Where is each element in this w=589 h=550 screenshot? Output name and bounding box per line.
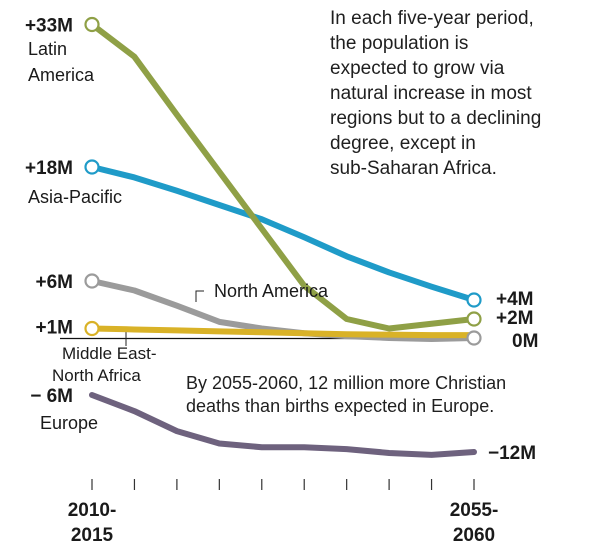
series-name-label: North America [214,281,329,301]
start-value-label: +6M [36,272,74,293]
series-line [89,164,477,303]
annotation-line: By 2055-2060, 12 million more Christian [186,373,507,393]
annotation-line: sub-Saharan Africa. [330,158,497,179]
x-tick-label: 2055- [450,500,499,521]
end-marker [466,311,482,327]
x-tick-label: 2010- [68,500,117,521]
annotation-line: expected to grow via [330,58,505,79]
end-value-label: +2M [496,308,534,329]
annotation-line: the population is [330,33,469,54]
start-marker [84,16,100,33]
start-marker [84,159,100,175]
series-name-label: America [28,65,95,85]
annotation-line: natural increase in most [330,83,532,104]
series-line [89,325,477,339]
end-value-label: −12M [488,443,536,464]
series-line [89,392,477,458]
end-marker [466,292,482,308]
end-value-label: +4M [496,289,534,310]
start-value-label: +1M [36,318,74,339]
annotation-growth: In each five-year period, the population… [330,6,582,181]
start-marker [84,320,100,337]
start-marker [84,273,100,289]
end-marker [466,330,482,346]
x-tick-label: 2060 [453,525,495,546]
annotation-line: deaths than births expected in Europe. [186,396,495,416]
start-value-label: − 6M [30,386,73,407]
start-value-label: +33M [25,16,73,37]
series-line [89,21,477,332]
series-name-label: Asia-Pacific [28,187,122,207]
series-name-label: Europe [40,413,98,433]
annotation-europe: By 2055-2060, 12 million more Christian … [186,372,586,418]
annotation-line: In each five-year period, [330,8,534,29]
end-value-label: 0M [512,331,538,352]
annotation-line: degree, except in [330,133,476,154]
x-tick-label: 2015 [71,525,114,546]
series-name-label: Middle East- [62,344,156,363]
annotation-line: regions but to a declining [330,108,542,129]
start-value-label: +18M [25,158,73,179]
north-america-leader-line [195,290,204,302]
series-name-label: Latin [28,39,67,59]
series-name-label: North Africa [52,366,141,385]
